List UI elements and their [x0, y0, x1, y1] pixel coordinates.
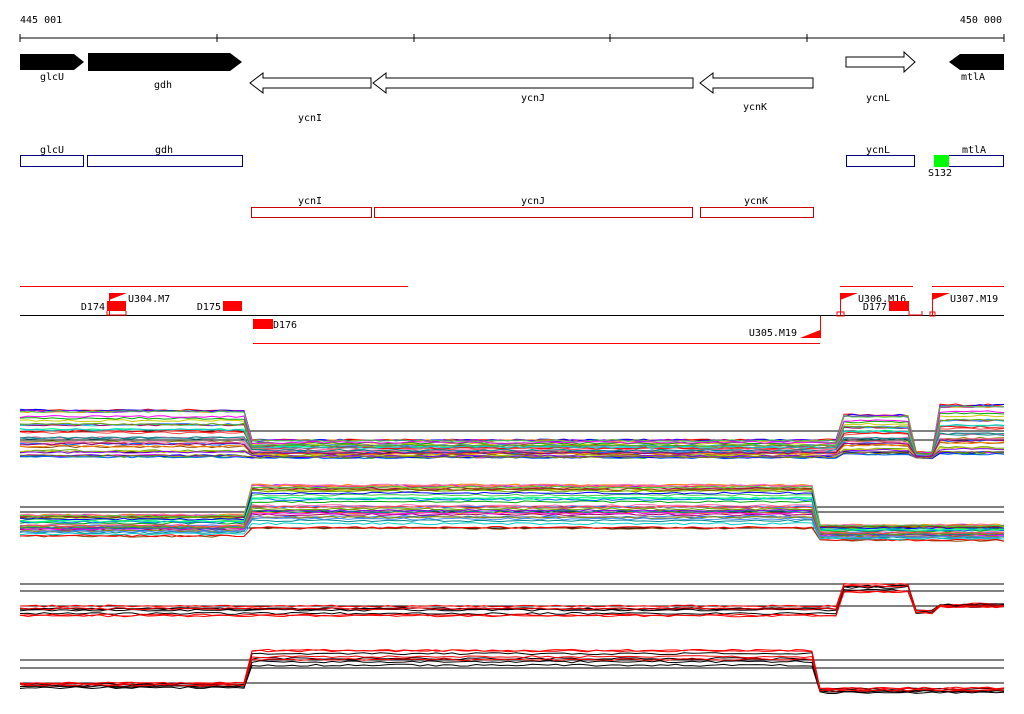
forward-strand-track: glcU gdh ycnL mtlA S132 — [20, 145, 1004, 179]
coordinate-ruler: 445 001 450 000 — [19, 15, 1005, 42]
forward-box-label: mtlA — [962, 145, 986, 156]
gene-arrow-ycnl[interactable] — [845, 50, 916, 74]
profile-line — [19, 525, 1005, 542]
profile-line — [19, 583, 1005, 612]
block-d175[interactable] — [223, 301, 242, 311]
reverse-strand-track: ycnI ycnJ ycnK — [251, 196, 814, 218]
green-marker-label: S132 — [928, 168, 952, 179]
profile-line — [19, 522, 1005, 541]
profile-line — [19, 410, 1005, 455]
profile-line — [19, 649, 1005, 690]
expression-panel-multicolor-forward — [19, 403, 1005, 460]
forward-box-glcu[interactable] — [20, 155, 84, 167]
profile-line — [19, 418, 1005, 455]
profile-line — [19, 489, 1005, 529]
profile-line — [19, 447, 1005, 458]
profile-line — [20, 446, 1005, 458]
flag-u304-m7[interactable] — [109, 293, 127, 300]
gene-label-ycnl: ycnL — [866, 93, 890, 104]
feature-label-u307-m19: U307.M19 — [950, 294, 998, 305]
block-bracket — [106, 311, 127, 316]
gene-arrow-glcu[interactable] — [20, 54, 84, 70]
feature-label-u306-m16: U306.M16 — [858, 294, 906, 305]
profile-line — [19, 510, 1005, 537]
ruler-start-label: 445 001 — [20, 15, 62, 26]
profile-line — [19, 439, 1005, 458]
gene-track: glcU gdh ycnI ycnJ ycnK ycnL mtlA — [20, 50, 1004, 124]
gene-label-ycni: ycnI — [298, 113, 322, 124]
profile-line — [19, 432, 1005, 457]
profile-line — [19, 485, 1005, 528]
gene-label-gdh: gdh — [154, 80, 172, 91]
profile-line — [19, 437, 1005, 456]
block-bracket — [908, 311, 923, 316]
profile-line — [19, 655, 1005, 692]
flag-u307-m19[interactable] — [932, 293, 950, 300]
block-d174[interactable] — [107, 301, 126, 311]
gene-label-ycnj: ycnJ — [521, 93, 545, 104]
small-bracket — [836, 311, 845, 317]
profile-line — [19, 584, 1005, 612]
profile-line — [19, 441, 1005, 459]
profile-line — [19, 507, 1005, 536]
reverse-box-label: ycnK — [744, 196, 768, 207]
expression-panel-redblack-forward — [19, 583, 1005, 618]
gene-arrow-ycni[interactable] — [249, 71, 372, 95]
green-marker[interactable] — [934, 155, 949, 167]
profile-line — [19, 423, 1005, 456]
ruler-end-label: 450 000 — [960, 15, 1002, 26]
forward-box-gdh[interactable] — [87, 155, 243, 167]
profile-line — [19, 505, 1005, 535]
profile-line — [19, 513, 1005, 538]
flag-u306-m16[interactable] — [840, 293, 858, 300]
profile-line — [19, 663, 1005, 694]
profile-line — [19, 590, 1005, 617]
forward-box-label: gdh — [155, 145, 173, 156]
gene-arrow-ycnk[interactable] — [699, 71, 814, 95]
expression-panel-multicolor-reverse — [19, 483, 1005, 542]
profile-line — [19, 405, 1005, 454]
small-bracket — [929, 311, 936, 317]
profile-line — [19, 450, 1005, 459]
feature-track: U304.M7 D174 D175 D176 U305.M19 U306.M16… — [20, 286, 1004, 344]
gene-arrow-gdh[interactable] — [88, 53, 242, 71]
forward-box-label: ycnL — [866, 145, 890, 156]
profile-line — [19, 496, 1005, 532]
gene-label-ycnk: ycnK — [743, 102, 767, 113]
reverse-box-label: ycnJ — [521, 196, 545, 207]
feature-label-u305-m19: U305.M19 — [749, 328, 797, 339]
block-d177[interactable] — [889, 301, 909, 311]
flag-u305-m19[interactable] — [800, 330, 820, 338]
gene-arrow-mtla[interactable] — [949, 54, 1004, 70]
feature-label-d175: D175 — [197, 302, 221, 313]
feature-label-d177: D177 — [863, 302, 887, 313]
profile-line — [19, 517, 1005, 539]
expression-panel-redblack-reverse — [19, 648, 1005, 694]
profile-line — [19, 493, 1005, 531]
profile-line — [19, 491, 1005, 530]
gene-arrow-ycnj[interactable] — [372, 71, 694, 95]
feature-label-d176: D176 — [273, 320, 297, 331]
profile-line — [19, 660, 1005, 693]
block-d176[interactable] — [253, 319, 273, 329]
forward-box-label: glcU — [40, 145, 64, 156]
gene-label-mtla: mtlA — [961, 72, 985, 83]
reverse-box-label: ycnI — [298, 196, 322, 207]
profile-line — [19, 515, 1005, 539]
reverse-box-ycnj[interactable] — [374, 207, 693, 218]
gene-label-glcu: glcU — [40, 72, 64, 83]
reverse-box-ycnk[interactable] — [700, 207, 814, 218]
feature-label-u304-m7: U304.M7 — [128, 294, 170, 305]
reverse-box-ycni[interactable] — [251, 207, 372, 218]
feature-label-d174: D174 — [81, 302, 105, 313]
forward-box-ycnl[interactable] — [846, 155, 915, 167]
